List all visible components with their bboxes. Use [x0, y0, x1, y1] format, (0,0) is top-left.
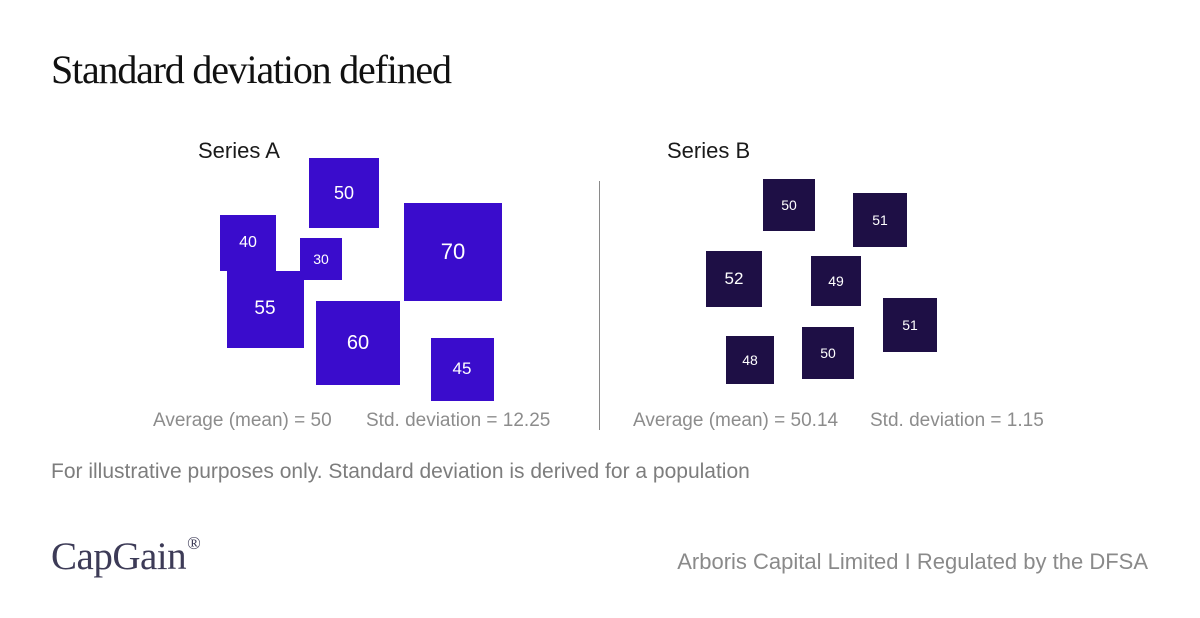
- series-a-value-label-6: 60: [346, 331, 370, 354]
- series-b-value-label-4: 49: [828, 272, 844, 289]
- page-title: Standard deviation defined: [51, 47, 452, 92]
- series-b-square-3: 52: [705, 250, 763, 308]
- series-a-mean: Average (mean) = 50: [153, 410, 332, 431]
- series-b-square-4: 49: [811, 256, 861, 306]
- series-a-value-label-3: 30: [313, 251, 329, 267]
- brand-logo: CapGain®: [51, 533, 201, 579]
- series-a-square-2: 40: [220, 215, 276, 271]
- series-b-value-label-5: 51: [902, 316, 918, 333]
- series-b-square-1: 50: [763, 179, 815, 231]
- series-b-title: Series B: [667, 138, 751, 163]
- registered-mark: ®: [187, 533, 201, 553]
- series-a-square-3: 30: [300, 238, 342, 280]
- logo-text: CapGain: [51, 535, 187, 578]
- series-b-value-label-2: 51: [872, 211, 888, 228]
- series-b-value-label-3: 52: [724, 268, 744, 288]
- series-b-square-5: 51: [882, 297, 938, 353]
- series-a-square-5: 55: [226, 270, 304, 348]
- series-a-square-1: 50: [309, 158, 379, 228]
- series-a-value-label-4: 70: [440, 239, 466, 264]
- regulatory-footer: Arboris Capital Limited I Regulated by t…: [677, 549, 1148, 574]
- series-b-square-6: 48: [726, 336, 774, 384]
- series-a-square-4: 70: [404, 203, 502, 301]
- series-a-title: Series A: [198, 138, 280, 163]
- series-divider: [599, 181, 600, 430]
- series-a-value-label-7: 45: [452, 359, 472, 378]
- series-b-value-label-6: 48: [742, 351, 758, 368]
- series-b-mean: Average (mean) = 50.14: [633, 410, 839, 431]
- series-b-square-2: 51: [852, 192, 908, 248]
- series-a-value-label-2: 40: [239, 234, 257, 251]
- series-b-value-label-7: 50: [820, 345, 836, 361]
- series-a-std: Std. deviation = 12.25: [366, 410, 551, 431]
- series-b-std: Std. deviation = 1.15: [870, 410, 1044, 431]
- series-a-value-label-1: 50: [333, 182, 355, 203]
- series-b-square-7: 50: [802, 327, 854, 379]
- series-a-value-label-5: 55: [254, 298, 276, 319]
- series-a-square-6: 60: [316, 301, 400, 385]
- series-b-value-label-1: 50: [781, 197, 797, 213]
- footnote: For illustrative purposes only. Standard…: [51, 460, 750, 483]
- series-a-square-7: 45: [430, 337, 494, 401]
